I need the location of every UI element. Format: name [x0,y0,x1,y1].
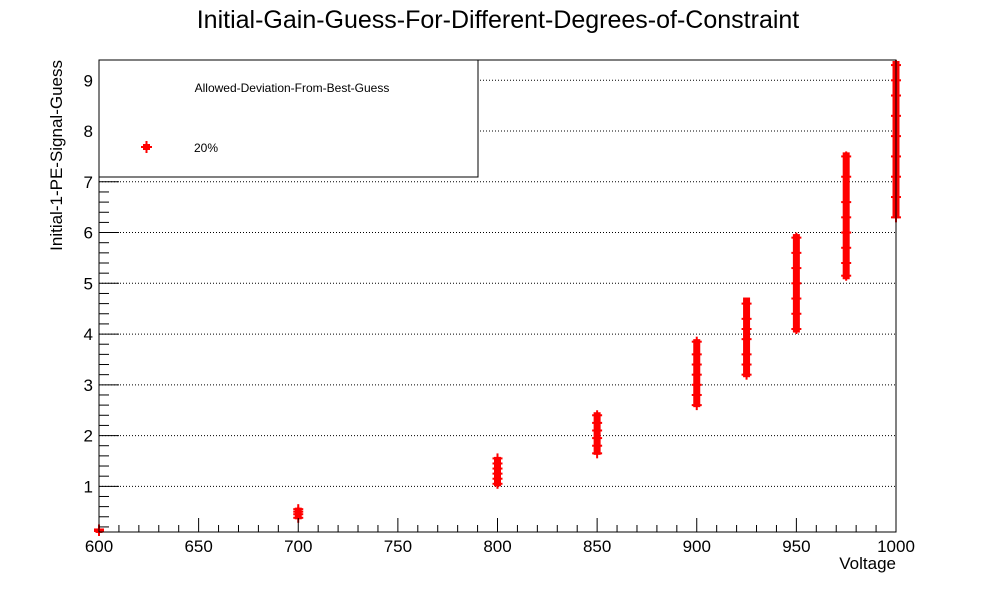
data-point-26 [741,359,752,370]
x-tick-label-4: 800 [483,537,511,556]
data-point-20 [691,379,702,390]
y-axis-label: Initial-1-PE-Signal-Guess [47,60,66,251]
x-tick-label-1: 650 [184,537,212,556]
y-tick-label-2: 3 [84,376,93,395]
data-point-33 [791,308,802,319]
y-tick-label-3: 4 [84,325,93,344]
x-tick-label-8: 1000 [877,537,915,556]
data-point-40 [841,258,852,269]
x-tick-label-7: 950 [782,537,810,556]
data-point-43 [841,212,852,223]
data-point-28 [741,334,752,345]
data-point-21 [691,369,702,380]
x-tick-label-6: 900 [683,537,711,556]
data-point-46 [841,151,852,162]
x-tick-label-5: 850 [583,537,611,556]
y-tick-label-8: 9 [84,71,93,90]
data-point-30 [741,313,752,324]
chart-title: Initial-Gain-Guess-For-Different-Degrees… [197,6,800,34]
x-tick-label-3: 750 [384,537,412,556]
y-tick-label-7: 8 [84,122,93,141]
data-point-39 [841,270,852,281]
data-point-11 [492,453,503,464]
y-tick-label-6: 7 [84,173,93,192]
data-point-27 [741,349,752,360]
data-point-32 [791,323,802,334]
data-point-29 [741,323,752,334]
data-point-31 [741,298,752,309]
y-tick-label-4: 5 [84,274,93,293]
data-point-24 [691,336,702,347]
legend: Allowed-Deviation-From-Best-Guess 20% [98,59,479,178]
data-point-17 [592,410,603,421]
data-point-18 [691,400,702,411]
data-point-35 [791,278,802,289]
data-point-37 [791,247,802,258]
data-point-41 [841,242,852,253]
legend-entry-label: 20% [194,141,218,155]
data-point-34 [791,293,802,304]
data-point-19 [691,389,702,400]
y-tick-label-5: 6 [84,224,93,243]
y-tick-label-1: 2 [84,427,93,446]
data-point-25 [741,369,752,380]
x-axis-ticks: 600 650 700 750 800 850 900 950 1000 [85,518,915,556]
data-point-38 [791,232,802,243]
data-point-42 [841,227,852,238]
data-point-22 [691,359,702,370]
data-point-5 [293,504,304,515]
legend-marker-icon [141,141,152,153]
data-point-44 [841,197,852,208]
data-point-36 [791,263,802,274]
x-tick-label-2: 700 [284,537,312,556]
x-tick-label-0: 600 [85,537,113,556]
y-tick-label-0: 1 [84,477,93,496]
x-axis-label: Voltage [839,554,896,573]
data-point-23 [691,349,702,360]
legend-title: Allowed-Deviation-From-Best-Guess [195,81,390,95]
data-point-45 [841,171,852,182]
legend-box [98,59,479,178]
